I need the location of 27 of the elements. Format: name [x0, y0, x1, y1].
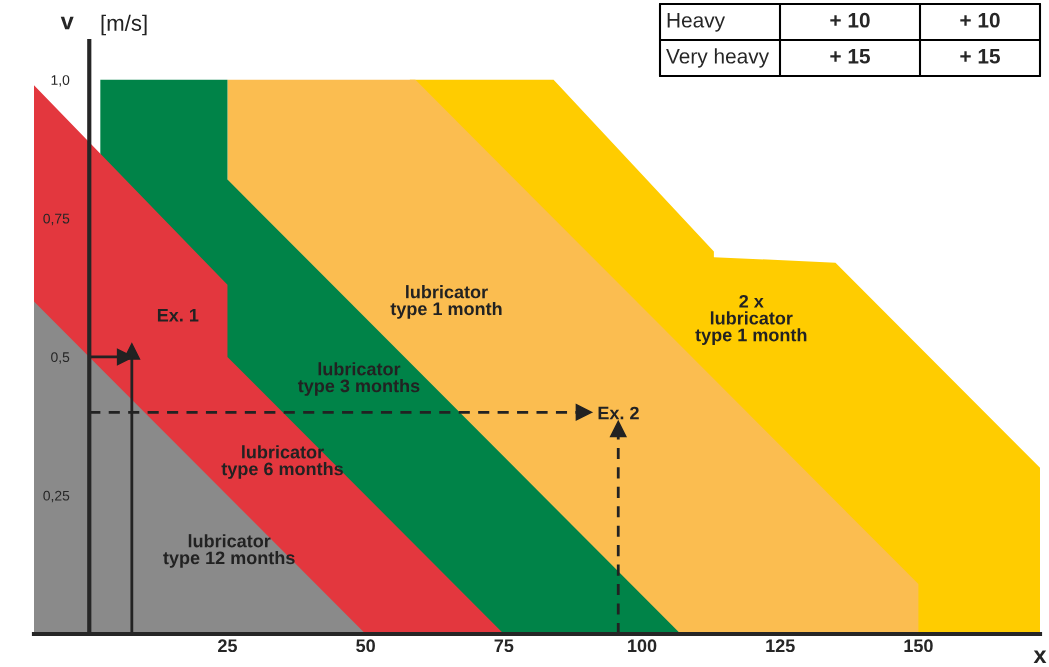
- series-label: lubricator type 6 months: [221, 445, 343, 479]
- x-tick-label: 50: [356, 639, 375, 653]
- text: Heavy: [667, 13, 726, 32]
- text: + 10: [830, 12, 870, 28]
- y-axis-title: v: [60, 16, 74, 30]
- x-tick-label: 25: [218, 639, 237, 653]
- y-tick-label: 0,5: [51, 352, 70, 364]
- series-label: lubricator type 1 month: [390, 285, 502, 319]
- text: [m/s]: [101, 14, 147, 36]
- annotation: Very heavy: [666, 48, 770, 68]
- x-tick-label: 150: [904, 639, 933, 653]
- x-tick-label: 125: [766, 639, 795, 653]
- y-tick-label: 0,25: [43, 490, 70, 503]
- y-tick-label: 1,0: [51, 75, 70, 87]
- series-label: Ex. 1: [157, 308, 199, 322]
- y-tick-label: 0,75: [43, 213, 70, 226]
- x-axis-title: x: [1033, 650, 1047, 663]
- point: [575, 403, 593, 421]
- series-label: 2 x lubricator type 1 month: [695, 294, 807, 345]
- series-label: lubricator type 3 months: [297, 362, 420, 396]
- series-label: Ex. 2: [598, 406, 639, 420]
- annotation: + 15: [830, 49, 870, 64]
- text: + 10: [960, 12, 1000, 28]
- point: [609, 420, 627, 438]
- x-tick-label: 100: [628, 639, 657, 653]
- x-tick-label: 75: [494, 639, 514, 653]
- annotation: + 15: [960, 49, 1000, 64]
